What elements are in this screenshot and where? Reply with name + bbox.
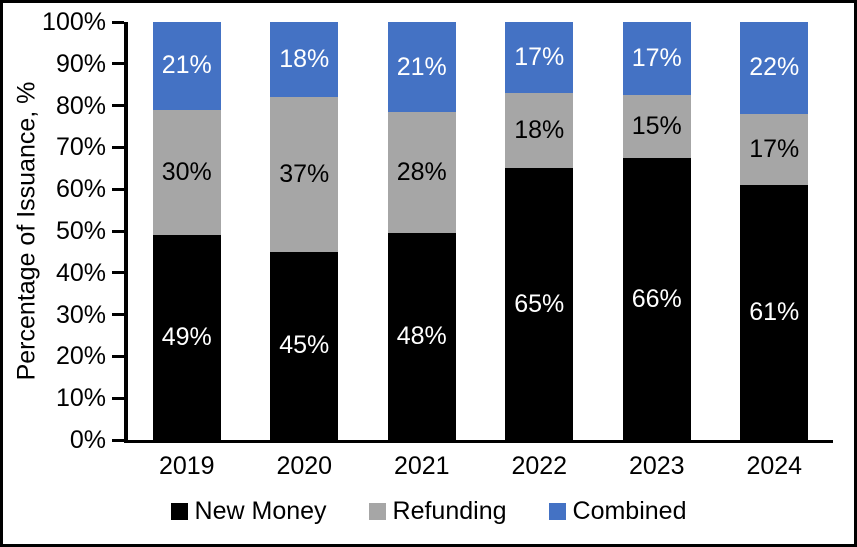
legend-label: New Money — [194, 497, 327, 525]
stacked-bar-2021: 21% 28% 48% — [387, 22, 456, 440]
segment-new-money-2019: 49% — [152, 235, 221, 440]
y-tick-mark — [112, 271, 124, 275]
bar-group-2023: 17% 15% 66% — [598, 22, 716, 440]
bar-group-2022: 17% 18% 65% — [481, 22, 599, 440]
x-tick-label-2023: 2023 — [628, 452, 685, 480]
data-label: 22% — [749, 53, 800, 82]
segment-new-money-2021: 48% — [387, 233, 456, 440]
segment-combined-2019: 21% — [152, 22, 221, 110]
x-tick-label-2021: 2021 — [393, 452, 450, 480]
legend-swatch-new-money — [170, 503, 188, 520]
data-label: 48% — [396, 322, 447, 351]
data-label: 30% — [161, 157, 212, 186]
data-label: 17% — [514, 43, 565, 72]
segment-combined-2023: 17% — [622, 22, 691, 95]
segment-refunding-2022: 18% — [505, 93, 574, 169]
legend-item-combined: Combined — [548, 497, 687, 526]
segment-combined-2024: 22% — [740, 22, 809, 114]
segment-refunding-2019: 30% — [152, 109, 221, 236]
plot-area: 21% 30% 49% 18% 37% 45% 21% 28% 48% 17% 18% 65% 17% 1… — [124, 22, 833, 443]
y-tick-mark — [112, 313, 124, 317]
data-label: 18% — [514, 116, 565, 145]
stacked-bar-2024: 22% 17% 61% — [740, 22, 809, 440]
data-label: 49% — [161, 323, 212, 352]
data-label: 28% — [396, 158, 447, 187]
y-tick-mark — [112, 396, 124, 400]
y-tick-label: 20% — [55, 342, 106, 371]
segment-combined-2021: 21% — [387, 22, 456, 113]
data-label: 15% — [631, 111, 682, 140]
segment-new-money-2022: 65% — [505, 168, 574, 440]
data-label: 37% — [279, 160, 330, 189]
data-label: 18% — [279, 45, 330, 74]
data-label: 45% — [279, 331, 330, 360]
segment-new-money-2024: 61% — [740, 185, 809, 440]
legend: New Money Refunding Combined — [3, 497, 854, 526]
legend-item-refunding: Refunding — [368, 497, 507, 526]
segment-refunding-2023: 15% — [622, 94, 691, 159]
bar-group-2021: 21% 28% 48% — [363, 22, 481, 440]
stacked-bar-2020: 18% 37% 45% — [270, 22, 339, 440]
y-tick-label: 80% — [55, 91, 106, 120]
data-label: 21% — [396, 52, 447, 81]
y-tick-label: 60% — [55, 175, 106, 204]
y-tick-mark — [112, 104, 124, 108]
segment-refunding-2021: 28% — [387, 112, 456, 234]
legend-label: Combined — [572, 497, 687, 525]
stacked-bar-2022: 17% 18% 65% — [505, 22, 574, 440]
y-tick-mark — [112, 438, 124, 442]
y-tick-mark — [112, 187, 124, 191]
y-tick-mark — [112, 229, 124, 233]
y-tick-mark — [112, 145, 124, 149]
data-label: 17% — [631, 43, 682, 72]
x-tick-label-2022: 2022 — [511, 452, 568, 480]
x-axis-labels: 2019 2020 2021 2022 2023 2024 — [128, 452, 833, 481]
data-label: 61% — [749, 297, 800, 326]
legend-swatch-combined — [548, 503, 566, 520]
y-tick-label: 90% — [55, 49, 106, 78]
y-tick-label: 30% — [55, 300, 106, 329]
segment-combined-2020: 18% — [270, 22, 339, 98]
stacked-bar-2023: 17% 15% 66% — [622, 22, 691, 440]
x-tick-label-2024: 2024 — [746, 452, 803, 480]
legend-swatch-refunding — [368, 503, 386, 520]
y-tick-mark — [112, 62, 124, 66]
segment-refunding-2024: 17% — [740, 113, 809, 185]
bar-group-2024: 22% 17% 61% — [716, 22, 834, 440]
y-tick-label: 50% — [55, 217, 106, 245]
bar-group-2019: 21% 30% 49% — [128, 22, 246, 440]
legend-label: Refunding — [392, 497, 507, 525]
segment-combined-2022: 17% — [505, 22, 574, 94]
data-label: 21% — [161, 51, 212, 80]
segment-new-money-2020: 45% — [270, 251, 339, 440]
y-tick-label: 0% — [69, 426, 106, 454]
data-label: 66% — [631, 284, 682, 313]
x-tick-label-2020: 2020 — [276, 452, 333, 480]
segment-new-money-2023: 66% — [622, 158, 691, 440]
x-tick-label-2019: 2019 — [158, 452, 215, 480]
y-tick-mark — [112, 354, 124, 358]
y-tick-mark — [112, 20, 124, 24]
y-tick-label: 100% — [42, 8, 106, 36]
data-label: 65% — [514, 289, 565, 318]
y-tick-label: 40% — [55, 258, 106, 287]
stacked-bar-2019: 21% 30% 49% — [152, 22, 221, 440]
segment-refunding-2020: 37% — [270, 97, 339, 252]
legend-item-new-money: New Money — [170, 497, 327, 526]
y-tick-label: 10% — [55, 384, 106, 413]
y-tick-label: 70% — [55, 133, 106, 162]
bar-group-2020: 18% 37% 45% — [246, 22, 364, 440]
data-label: 17% — [749, 134, 800, 163]
